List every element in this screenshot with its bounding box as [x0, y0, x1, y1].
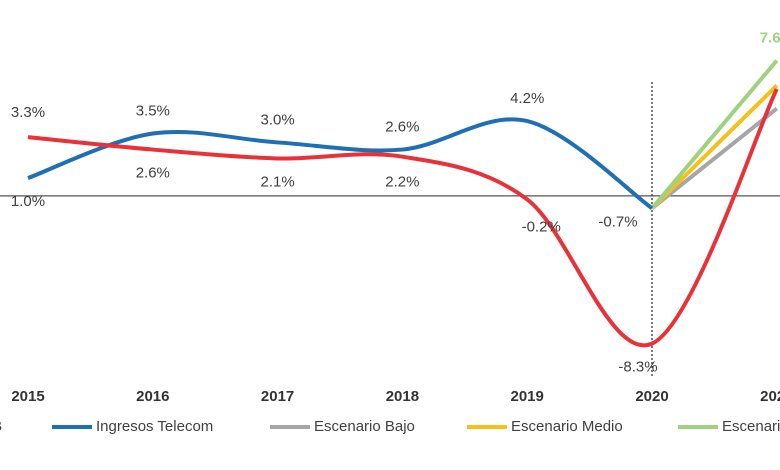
- legend-label: Escenario Alto: [722, 418, 780, 435]
- series-line: [650, 84, 779, 210]
- legend-label: PIB: [0, 418, 2, 435]
- series-line: [650, 59, 779, 210]
- data-label: -8.3%: [618, 359, 657, 376]
- legend-label: Ingresos Telecom: [96, 418, 213, 435]
- data-label: 4.2%: [510, 90, 544, 107]
- data-label: -0.2%: [522, 218, 561, 235]
- data-label: -0.7%: [598, 213, 637, 230]
- data-label: 2.6%: [385, 119, 419, 136]
- x-tick-label: 2020: [635, 388, 668, 405]
- data-label: 7.6%: [760, 30, 780, 47]
- data-label: 3.0%: [260, 111, 294, 128]
- data-label: 1.0%: [11, 193, 45, 210]
- data-label: 2.2%: [385, 174, 419, 191]
- series-line: [27, 117, 654, 210]
- series-line: [650, 107, 779, 210]
- x-tick-label: 2018: [386, 388, 419, 405]
- legend-label: Escenario Medio: [511, 418, 623, 435]
- data-label: 3.3%: [11, 104, 45, 121]
- x-tick-label: 2017: [261, 388, 294, 405]
- x-tick-label: 2015: [11, 388, 44, 405]
- data-label: 2.6%: [136, 165, 170, 182]
- x-tick-label: 2021: [760, 388, 780, 405]
- x-tick-label: 2019: [511, 388, 544, 405]
- legend-label: Escenario Bajo: [314, 418, 415, 435]
- data-label: 3.5%: [136, 103, 170, 120]
- data-label: 2.1%: [260, 173, 294, 190]
- x-tick-label: 2016: [136, 388, 169, 405]
- series-line: [27, 88, 779, 348]
